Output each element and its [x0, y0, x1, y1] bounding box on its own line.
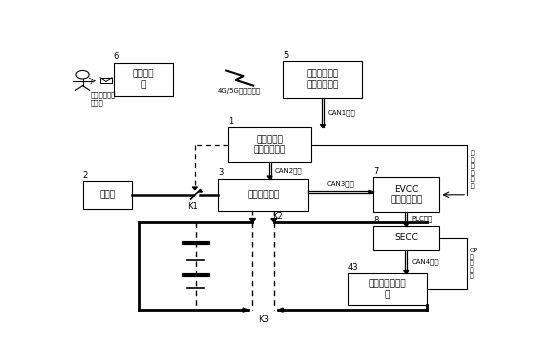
Text: PLC通信: PLC通信 — [412, 216, 433, 222]
Text: CAN4通信: CAN4通信 — [412, 258, 439, 265]
Text: CAN1通信: CAN1通信 — [328, 109, 356, 116]
Text: 5: 5 — [283, 51, 289, 60]
Text: 7: 7 — [373, 167, 379, 176]
Polygon shape — [267, 176, 272, 179]
Polygon shape — [278, 308, 283, 312]
FancyBboxPatch shape — [100, 78, 112, 83]
Polygon shape — [271, 218, 277, 222]
Text: 4G/5G等通信链路: 4G/5G等通信链路 — [218, 87, 261, 94]
Polygon shape — [369, 190, 373, 194]
Polygon shape — [404, 270, 409, 273]
Polygon shape — [192, 187, 197, 190]
Text: EVCC
（常电工作）: EVCC （常电工作） — [390, 185, 423, 205]
Text: 43: 43 — [348, 263, 358, 272]
Text: 3: 3 — [218, 169, 224, 178]
Text: CAN2通信: CAN2通信 — [275, 167, 302, 174]
Text: 远程监控模块
（常电工作）: 远程监控模块 （常电工作） — [307, 70, 339, 89]
FancyBboxPatch shape — [348, 273, 426, 305]
Text: 故障预警、分
析报告: 故障预警、分 析报告 — [91, 92, 117, 106]
FancyBboxPatch shape — [218, 179, 308, 211]
Text: CP
控
制
信
号: CP 控 制 信 号 — [469, 248, 478, 279]
FancyBboxPatch shape — [283, 61, 363, 97]
Polygon shape — [320, 125, 326, 127]
Text: 整车控制器
（常电工作）: 整车控制器 （常电工作） — [253, 135, 286, 155]
Text: SECC: SECC — [395, 234, 418, 242]
Text: 远程云平
台: 远程云平 台 — [133, 70, 154, 89]
Text: 蓄电池: 蓄电池 — [99, 190, 115, 199]
FancyBboxPatch shape — [373, 178, 439, 212]
FancyBboxPatch shape — [373, 226, 439, 250]
Text: 1: 1 — [228, 117, 233, 126]
Text: 6: 6 — [114, 52, 119, 61]
FancyBboxPatch shape — [114, 63, 174, 96]
Polygon shape — [250, 218, 256, 222]
Text: 2: 2 — [83, 170, 88, 179]
Polygon shape — [198, 190, 202, 192]
Text: K3: K3 — [258, 315, 268, 324]
Text: CAN3通信: CAN3通信 — [327, 180, 354, 187]
Text: K1: K1 — [187, 202, 198, 211]
Polygon shape — [404, 223, 409, 226]
FancyBboxPatch shape — [83, 181, 132, 209]
FancyBboxPatch shape — [228, 127, 311, 162]
Text: 充
电
控
制
信
号: 充 电 控 制 信 号 — [471, 151, 474, 189]
Text: 8: 8 — [373, 216, 379, 225]
Text: 非车载直流充电
机: 非车载直流充电 机 — [368, 280, 406, 299]
Polygon shape — [243, 308, 248, 312]
Text: K2: K2 — [272, 212, 283, 221]
Text: 电池管理系统: 电池管理系统 — [247, 190, 279, 199]
